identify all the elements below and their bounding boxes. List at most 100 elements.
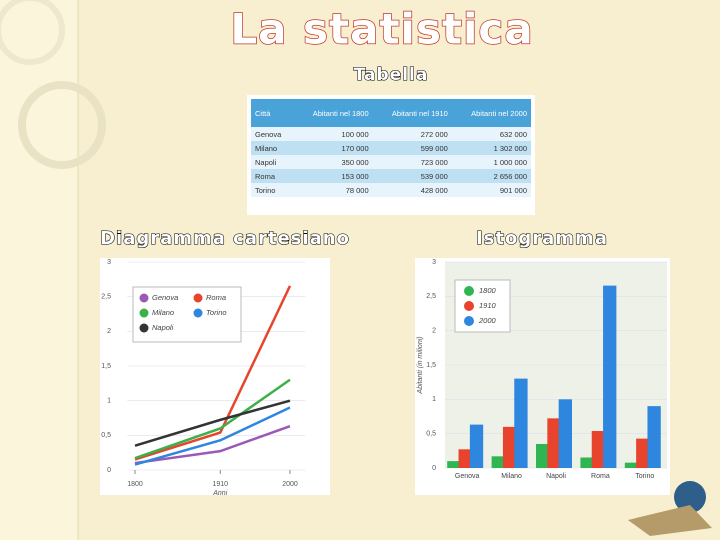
table-cell: 901 000 <box>451 183 531 197</box>
legend-swatch <box>139 293 149 303</box>
decor-circle <box>0 0 65 65</box>
table-cell: 170 000 <box>293 141 373 155</box>
legend-label: Genova <box>152 293 178 302</box>
x-tick-label: Genova <box>455 473 480 480</box>
table-row: Torino 78 000 428 000 901 000 <box>251 183 531 197</box>
bar <box>636 438 650 468</box>
bar <box>536 443 550 468</box>
line-series <box>134 378 291 460</box>
table-row: Genova 100 000 272 000 632 000 <box>251 127 531 141</box>
table-cell: Milano <box>251 141 294 155</box>
y-tick-label: 1 <box>107 398 111 405</box>
bar <box>547 418 561 468</box>
table-row: Napoli 350 000 723 000 1 000 000 <box>251 155 531 169</box>
legend-box <box>132 286 242 343</box>
decor-circle <box>18 81 106 169</box>
x-tick-label: 1800 <box>127 481 143 488</box>
bar <box>603 285 617 468</box>
line-series <box>134 399 291 447</box>
section-title: Istogramma <box>476 228 608 249</box>
y-tick-label: 0,5 <box>101 432 111 439</box>
line-series <box>134 406 291 466</box>
legend-label: Milano <box>152 308 174 317</box>
header-cell: Città <box>251 99 294 127</box>
y-axis-label: Abitanti (in milioni) <box>417 336 424 394</box>
y-tick-label: 1 <box>432 396 436 403</box>
y-tick-label: 1,5 <box>101 363 111 370</box>
y-tick-label: 3 <box>432 259 436 266</box>
legend-swatch <box>464 301 474 311</box>
y-tick-label: 0 <box>432 465 436 472</box>
y-tick-label: 0,5 <box>426 431 436 438</box>
header-cell: Abitanti nel 1910 <box>372 99 452 127</box>
table-cell: 1 000 000 <box>451 155 531 169</box>
y-tick-label: 2 <box>432 328 436 335</box>
table-cell: 599 000 <box>372 141 452 155</box>
legend-label: 1800 <box>479 286 497 295</box>
legend-swatch <box>464 316 474 326</box>
table-cell: Roma <box>251 169 294 183</box>
y-tick-label: 1,5 <box>426 362 436 369</box>
y-tick-label: 2,5 <box>101 294 111 301</box>
bar <box>580 457 594 468</box>
table-panel: Città Abitanti nel 1800 Abitanti nel 1910 A… <box>247 95 535 215</box>
table-cell: 632 000 <box>451 127 531 141</box>
bar <box>647 406 661 468</box>
table-cell: 539 000 <box>372 169 452 183</box>
table-cell: Napoli <box>251 155 294 169</box>
table-cell: 1 302 000 <box>451 141 531 155</box>
table-cell: 350 000 <box>293 155 373 169</box>
legend-label: 2000 <box>478 316 497 325</box>
slide-title: La statistica <box>230 5 533 54</box>
bar <box>458 449 472 468</box>
bar <box>558 399 572 468</box>
table-cell: 78 000 <box>293 183 373 197</box>
table-cell: 153 000 <box>293 169 373 183</box>
x-tick-label: 2000 <box>282 481 298 488</box>
map-icon <box>628 505 712 536</box>
line-series <box>134 425 291 465</box>
y-tick-label: 3 <box>107 259 111 266</box>
x-tick-label: Napoli <box>546 473 566 480</box>
bar <box>514 378 528 468</box>
legend-swatch <box>193 308 203 318</box>
table-cell: Torino <box>251 183 294 197</box>
bar <box>469 424 484 468</box>
legend-swatch <box>139 323 149 333</box>
section-title: Diagramma cartesiano <box>100 228 350 249</box>
section-title: Tabella <box>354 65 429 85</box>
legend-label: Roma <box>206 293 226 302</box>
x-tick-label: Roma <box>591 473 610 480</box>
bar <box>591 430 606 468</box>
legend-label: 1910 <box>479 301 497 310</box>
x-tick-label: Torino <box>635 473 654 480</box>
legend-swatch <box>464 286 474 296</box>
y-tick-label: 2,5 <box>426 293 436 300</box>
legend-label: Torino <box>206 308 227 317</box>
table-cell: 723 000 <box>372 155 452 169</box>
table: Città Abitanti nel 1800 Abitanti nel 1910 A… <box>251 99 531 197</box>
table-row: Roma 153 000 539 000 2 656 000 <box>251 169 531 183</box>
side-strip <box>0 0 78 540</box>
table-row: Milano 170 000 599 000 1 302 000 <box>251 141 531 155</box>
x-axis-label: Anni <box>212 490 227 497</box>
globe-icon <box>674 481 706 513</box>
y-tick-label: 2 <box>107 328 111 335</box>
line-series <box>134 285 292 461</box>
table-cell: 100 000 <box>293 127 373 141</box>
table-cell: 2 656 000 <box>451 169 531 183</box>
x-tick-label: Milano <box>501 473 522 480</box>
bar <box>624 462 639 468</box>
table-cell: 428 000 <box>372 183 452 197</box>
legend-label: Napoli <box>152 323 174 332</box>
y-tick-label: 0 <box>107 467 111 474</box>
header-cell: Abitanti nel 1800 <box>293 99 373 127</box>
legend-swatch <box>139 308 149 318</box>
bar <box>502 426 517 468</box>
legend-swatch <box>193 293 203 303</box>
x-tick-label: 1910 <box>212 481 228 488</box>
header-cell: Abitanti nel 2000 <box>451 99 531 127</box>
bar <box>491 456 505 468</box>
